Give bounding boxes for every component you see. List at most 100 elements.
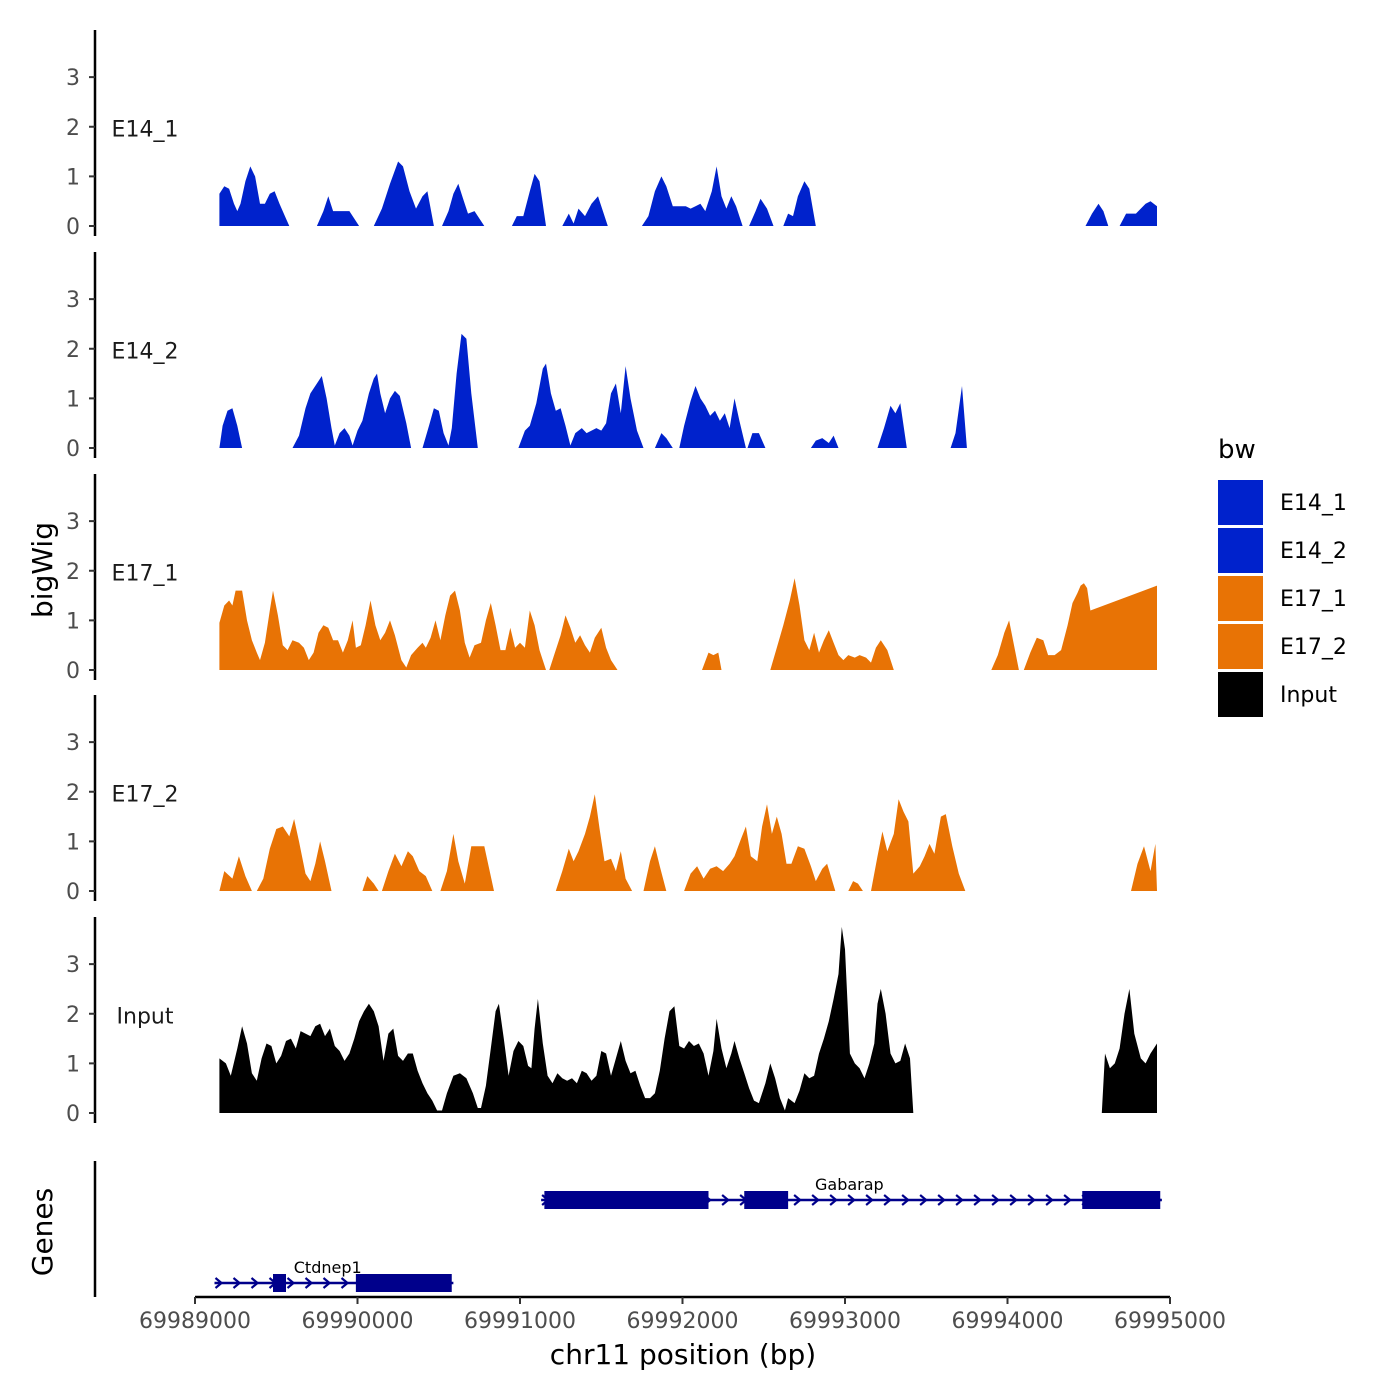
strand-arrow <box>1063 1194 1072 1206</box>
area-segment-e17-1 <box>219 590 546 670</box>
panel-e17-1: 0 1 2 3 E17_1 <box>66 474 1157 684</box>
area-segment-e17-2 <box>219 856 252 891</box>
y-tick-label: 0 <box>66 215 80 240</box>
strand-arrow <box>883 1194 892 1206</box>
strand-arrow <box>919 1194 928 1206</box>
y-tick-label: 0 <box>66 437 80 462</box>
strand-arrow <box>829 1194 838 1206</box>
area-segment-e17-2 <box>848 881 863 891</box>
area-segment-e14-2 <box>422 333 478 448</box>
legend: bw E14_1 E14_2 E17_1 E17_2 Input <box>1218 435 1347 717</box>
strand-arrow <box>847 1194 856 1206</box>
gene-exon <box>544 1191 650 1209</box>
strand-arrow <box>304 1277 314 1289</box>
legend-swatch <box>1218 528 1263 573</box>
y-tick-label: 0 <box>66 659 80 684</box>
area-segment-e14-1 <box>1085 203 1109 226</box>
legend-swatch <box>1218 576 1263 621</box>
x-tick-label: 69989000 <box>139 1309 251 1334</box>
area-segment-e14-2 <box>950 386 967 448</box>
y-tick-label: 2 <box>66 560 80 585</box>
strand-arrow <box>901 1194 910 1206</box>
x-tick-label: 69993000 <box>789 1309 901 1334</box>
area-segment-e17-1 <box>991 620 1019 670</box>
x-tick-label: 69992000 <box>627 1309 739 1334</box>
gene-exon <box>650 1191 709 1209</box>
strand-arrow <box>973 1194 982 1206</box>
y-axis-title: bigWig <box>26 522 59 618</box>
x-axis: 69989000 69990000 69991000 69992000 69993000… <box>139 1295 1226 1334</box>
y-tick-label: 1 <box>66 1052 80 1077</box>
gene-label: Gabarap <box>815 1175 884 1194</box>
x-tick-label: 69990000 <box>302 1309 414 1334</box>
area-segment-e14-2 <box>518 363 644 448</box>
area-segment-e17-1 <box>549 615 618 670</box>
panel-input: 0 1 2 3 Input <box>66 917 1157 1127</box>
y-tick-label: 0 <box>66 880 80 905</box>
area-segment-e14-2 <box>747 433 766 448</box>
y-tick-label: 3 <box>66 288 80 313</box>
area-segment-e14-2 <box>219 408 243 448</box>
y-tick-label: 2 <box>66 116 80 141</box>
legend-entry-label: E14_1 <box>1280 491 1347 516</box>
panel-label: E14_2 <box>112 340 179 365</box>
strand-arrow <box>232 1277 242 1289</box>
panel-label: E17_2 <box>112 783 179 808</box>
legend-swatch <box>1218 480 1263 525</box>
gene-exon <box>744 1191 789 1209</box>
legend-swatch <box>1218 672 1263 717</box>
strand-arrow <box>286 1277 296 1289</box>
y-tick-label: 0 <box>66 1102 80 1127</box>
legend-entry-label: E14_2 <box>1280 539 1347 564</box>
strand-arrow <box>721 1194 730 1206</box>
strand-arrow <box>214 1277 224 1289</box>
area-segment-e17-2 <box>684 804 836 891</box>
area-segment-e17-1 <box>770 578 894 670</box>
area-segment-e14-1 <box>442 183 485 226</box>
area-segment-e14-2 <box>810 435 839 448</box>
gene-ctdnep1: Ctdnep1 <box>214 1258 454 1292</box>
strand-arrow <box>865 1194 874 1206</box>
area-segment-e14-1 <box>1119 201 1157 226</box>
area-segment-e17-2 <box>871 799 966 891</box>
y-tick-label: 2 <box>66 1003 80 1028</box>
strand-arrow <box>811 1194 820 1206</box>
y-tick-label: 3 <box>66 953 80 978</box>
gene-exon <box>1082 1191 1161 1209</box>
legend-entry-label: Input <box>1280 683 1337 708</box>
strand-arrow <box>793 1194 802 1206</box>
area-segment-e17-2 <box>643 846 667 891</box>
area-segment-input <box>219 926 1157 1113</box>
gene-exon <box>355 1274 452 1292</box>
area-segment-e17-1 <box>1023 583 1157 670</box>
strand-arrow <box>250 1277 260 1289</box>
strand-arrow <box>1045 1194 1054 1206</box>
genes-axis-title: Genes <box>26 1188 59 1276</box>
y-tick-label: 3 <box>66 66 80 91</box>
area-segment-e14-1 <box>783 181 816 226</box>
x-tick-label: 69994000 <box>952 1309 1064 1334</box>
area-segment-e14-1 <box>316 196 360 226</box>
y-tick-label: 2 <box>66 781 80 806</box>
panel-label: E17_1 <box>112 562 179 587</box>
legend-entry-label: E17_2 <box>1280 635 1347 660</box>
y-tick-label: 1 <box>66 165 80 190</box>
area-segment-e14-1 <box>641 166 743 226</box>
y-tick-label: 1 <box>66 830 80 855</box>
y-tick-label: 3 <box>66 731 80 756</box>
area-segment-e14-1 <box>562 196 608 226</box>
y-tick-label: 2 <box>66 338 80 363</box>
strand-arrow <box>1009 1194 1018 1206</box>
y-tick-label: 1 <box>66 609 80 634</box>
area-segment-e14-1 <box>749 198 774 226</box>
panel-e14-1: 0 1 2 3 E14_1 <box>66 30 1157 240</box>
area-segment-e14-2 <box>877 403 907 448</box>
strand-arrow <box>991 1194 1000 1206</box>
area-segment-e17-1 <box>702 652 722 670</box>
y-tick-label: 3 <box>66 510 80 535</box>
area-segment-e14-1 <box>511 173 546 226</box>
gene-exon <box>273 1274 286 1292</box>
strand-arrow <box>340 1277 350 1289</box>
gene-gabarap: Gabarap <box>541 1175 1162 1209</box>
